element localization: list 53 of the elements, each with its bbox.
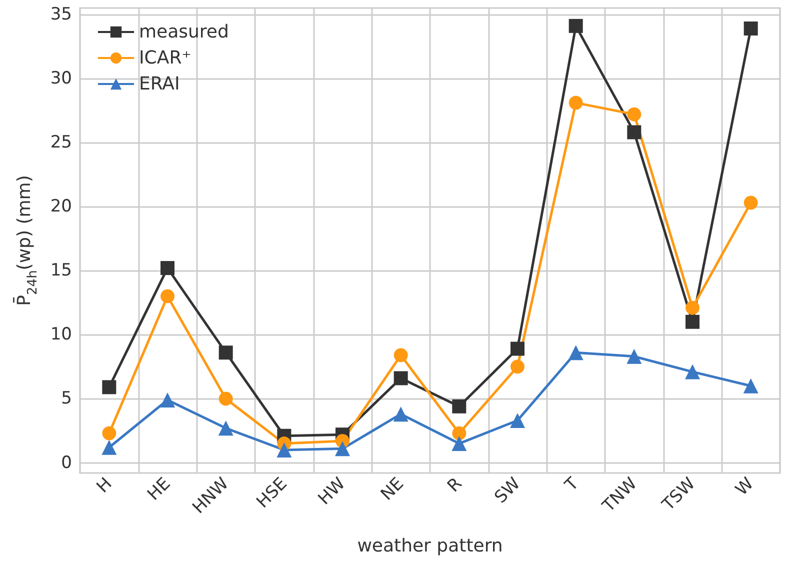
point (393, 406, 408, 422)
y-tick-label: 5 (61, 388, 72, 409)
point (394, 371, 408, 386)
y-tick-label: 0 (61, 452, 72, 473)
y-tick-label: 25 (50, 132, 72, 153)
point (510, 360, 524, 374)
point (218, 420, 234, 436)
point (102, 426, 116, 440)
y-axis-title: P̄24h(wp) (mm) (12, 175, 40, 306)
point (685, 364, 700, 380)
y-tick-label: 35 (50, 4, 72, 24)
point (686, 314, 700, 329)
point (744, 21, 758, 36)
point (218, 392, 233, 406)
legend-label: ICAR⁺ (139, 48, 192, 68)
x-tick-label: HE (144, 474, 175, 505)
point (568, 18, 583, 33)
point (452, 426, 466, 440)
point (160, 289, 174, 304)
legend-label: ERAI (139, 74, 180, 94)
point (686, 300, 700, 315)
point (335, 441, 350, 456)
point (102, 440, 117, 455)
point (627, 125, 642, 140)
point (626, 348, 642, 364)
x-tick-label: H (93, 474, 116, 498)
point (744, 196, 758, 210)
legend-label: measured (139, 22, 229, 42)
point (568, 96, 583, 110)
x-axis-title: weather pattern (357, 536, 503, 556)
point (743, 378, 758, 394)
point (160, 261, 174, 276)
point (218, 346, 233, 360)
y-tick-label: 10 (50, 324, 72, 345)
point (452, 399, 466, 414)
x-tick-label: R (444, 474, 466, 496)
x-tick-label: T (560, 473, 584, 496)
x-tick-label: SW (490, 474, 525, 508)
x-tick-label: W (732, 474, 758, 500)
point (452, 436, 467, 452)
point (568, 345, 584, 360)
point (510, 342, 524, 356)
y-tick-label: 15 (50, 260, 72, 281)
point (394, 348, 408, 362)
point (160, 392, 175, 408)
y-tick-label: 20 (50, 196, 72, 217)
x-tick-label: HW (314, 474, 350, 509)
x-tick-label: NE (377, 474, 408, 505)
point (276, 442, 292, 458)
point (627, 107, 642, 122)
y-tick-label: 30 (50, 68, 72, 88)
point (102, 380, 116, 394)
point (510, 412, 525, 428)
